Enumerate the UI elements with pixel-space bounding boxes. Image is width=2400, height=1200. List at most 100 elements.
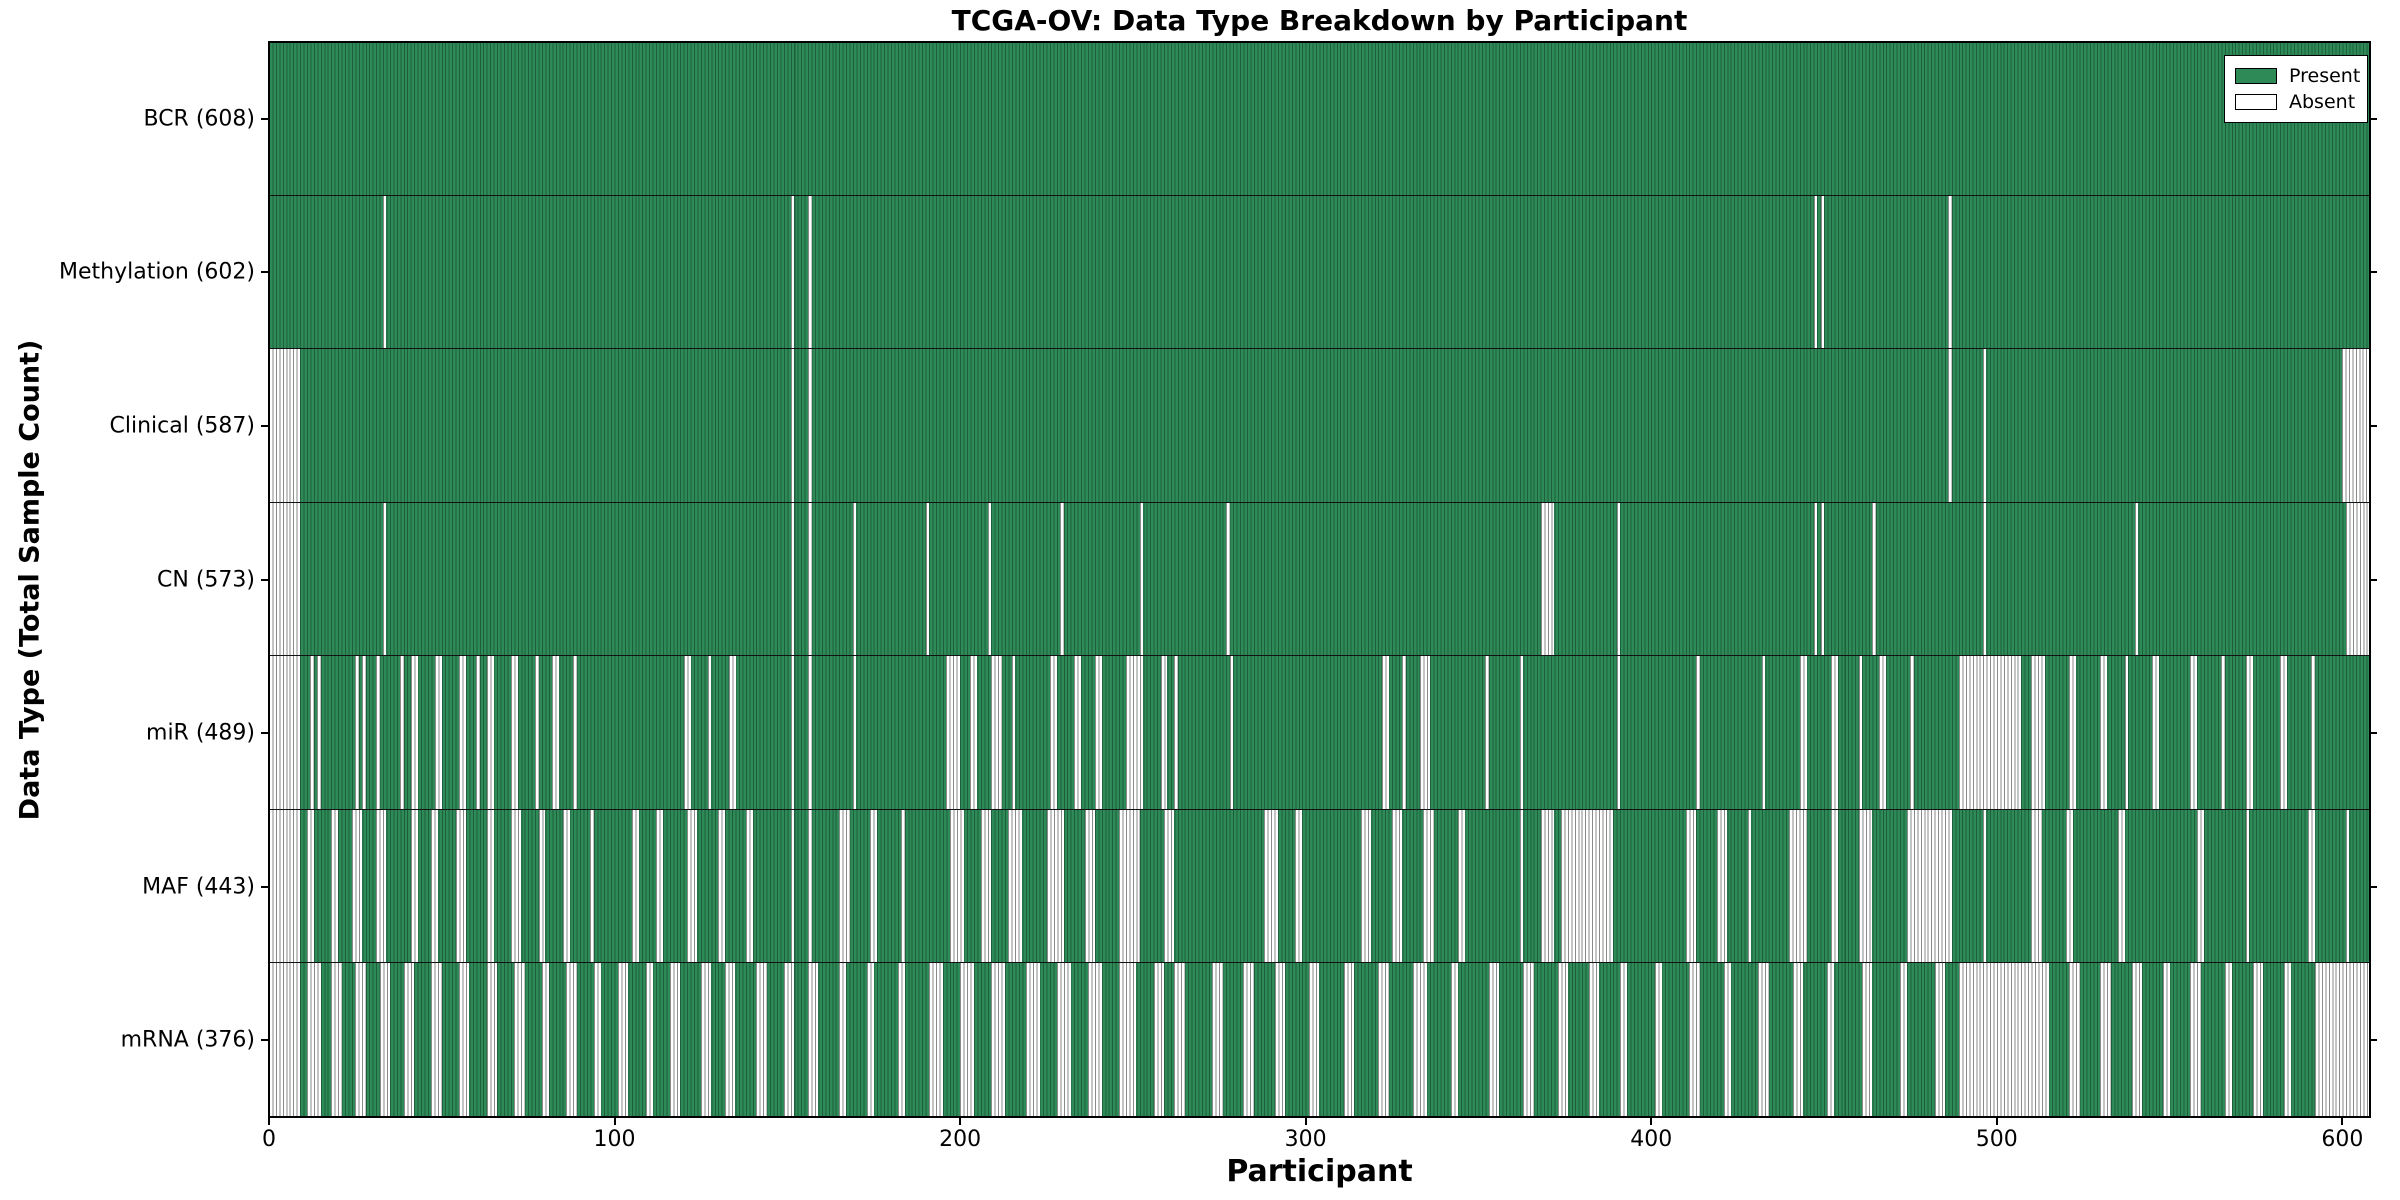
- y-tick-mark: [261, 117, 269, 120]
- absent-segment: [355, 656, 359, 809]
- absent-segment: [866, 963, 874, 1117]
- absent-segment: [790, 809, 795, 963]
- absent-segment: [725, 963, 736, 1117]
- absent-segment: [1830, 656, 1838, 809]
- absent-segment: [1485, 656, 1489, 809]
- absent-segment: [1792, 963, 1804, 1117]
- absent-segment: [1799, 656, 1807, 809]
- x-tick-mark: [268, 1117, 270, 1125]
- absent-segment: [459, 963, 470, 1117]
- y-tick-mark: [2370, 885, 2377, 888]
- x-tick-mark: [613, 1117, 616, 1125]
- absent-segment: [1747, 809, 1752, 963]
- absent-segment: [2245, 656, 2253, 809]
- row-MAF: [269, 809, 2370, 964]
- y-tick-mark: [261, 885, 269, 888]
- absent-segment: [486, 963, 498, 1117]
- absent-segment: [790, 349, 795, 502]
- present-swatch: [2235, 68, 2277, 84]
- absent-segment: [351, 809, 363, 963]
- absent-segment: [1174, 963, 1185, 1117]
- absent-segment: [645, 963, 653, 1117]
- absent-segment: [2224, 963, 2232, 1117]
- x-tick-label: 600: [2321, 1127, 2364, 1152]
- absent-segment: [1862, 963, 1873, 1117]
- absent-segment: [1830, 809, 1838, 963]
- absent-segment: [1820, 195, 1824, 349]
- absent-segment: [1982, 349, 1987, 502]
- absent-segment: [745, 809, 753, 963]
- absent-segment: [728, 656, 736, 809]
- legend: Present Absent: [2224, 55, 2368, 123]
- y-tick-label: CN (573): [157, 567, 255, 592]
- y-tick-mark: [2370, 1039, 2377, 1042]
- absent-segment: [790, 656, 795, 809]
- absent-segment: [1948, 349, 1952, 502]
- absent-segment: [852, 656, 857, 809]
- x-tick-mark: [1304, 1117, 1307, 1125]
- absent-segment: [434, 656, 442, 809]
- absent-segment: [1820, 502, 1824, 656]
- absent-segment: [455, 809, 466, 963]
- absent-segment: [1689, 963, 1700, 1117]
- absent-segment: [1716, 809, 1728, 963]
- absent-segment: [510, 656, 518, 809]
- absent-segment: [852, 502, 857, 656]
- absent-segment: [1948, 195, 1952, 349]
- absent-segment: [1879, 656, 1887, 809]
- absent-segment: [2065, 809, 2073, 963]
- absent-segment: [2280, 656, 2288, 809]
- absent-segment: [1685, 809, 1697, 963]
- absent-segment: [2252, 963, 2263, 1117]
- absent-segment: [1696, 656, 1700, 809]
- absent-segment: [1540, 809, 1555, 963]
- x-tick-mark: [959, 1117, 962, 1125]
- absent-segment: [790, 195, 795, 349]
- absent-segment: [269, 809, 301, 963]
- absent-segment: [1412, 963, 1427, 1117]
- legend-item-present: Present: [2235, 63, 2360, 89]
- absent-segment: [1620, 963, 1628, 1117]
- chart-title: TCGA-OV: Data Type Breakdown by Particip…: [951, 4, 1688, 37]
- x-tick-label: 200: [939, 1127, 982, 1152]
- absent-swatch: [2235, 94, 2277, 110]
- absent-segment: [1084, 809, 1095, 963]
- y-tick-label: Methylation (602): [59, 259, 255, 285]
- absent-segment: [2314, 963, 2370, 1117]
- absent-segment: [331, 963, 342, 1117]
- row-CN: [269, 502, 2370, 657]
- absent-segment: [410, 656, 418, 809]
- absent-segment: [1827, 963, 1835, 1117]
- absent-segment: [2117, 809, 2125, 963]
- absent-segment: [535, 656, 539, 809]
- absent-segment: [2131, 963, 2142, 1117]
- absent-segment: [2152, 656, 2160, 809]
- absent-segment: [1934, 963, 1945, 1117]
- absent-segment: [2283, 963, 2291, 1117]
- y-tick-mark: [261, 732, 269, 735]
- absent-segment: [1910, 656, 1914, 809]
- absent-segment: [790, 502, 795, 656]
- absent-segment: [269, 963, 301, 1117]
- absent-segment: [317, 656, 321, 809]
- absent-segment: [1813, 502, 1818, 656]
- absent-segment: [510, 809, 522, 963]
- absent-segment: [946, 656, 961, 809]
- absent-segment: [376, 809, 387, 963]
- absent-segment: [1153, 963, 1164, 1117]
- absent-segment: [2069, 963, 2080, 1117]
- absent-segment: [808, 656, 812, 809]
- absent-segment: [1523, 963, 1534, 1117]
- row-BCR: [269, 42, 2370, 196]
- absent-segment: [1049, 656, 1057, 809]
- absent-segment: [897, 963, 905, 1117]
- absent-segment: [593, 963, 601, 1117]
- absent-segment: [949, 809, 964, 963]
- absent-segment: [403, 963, 415, 1117]
- absent-segment: [2190, 963, 2201, 1117]
- absent-segment: [1488, 963, 1500, 1117]
- y-tick-label: Clinical (587): [109, 413, 255, 439]
- absent-segment: [980, 809, 992, 963]
- absent-segment: [808, 963, 819, 1117]
- absent-segment: [1723, 963, 1731, 1117]
